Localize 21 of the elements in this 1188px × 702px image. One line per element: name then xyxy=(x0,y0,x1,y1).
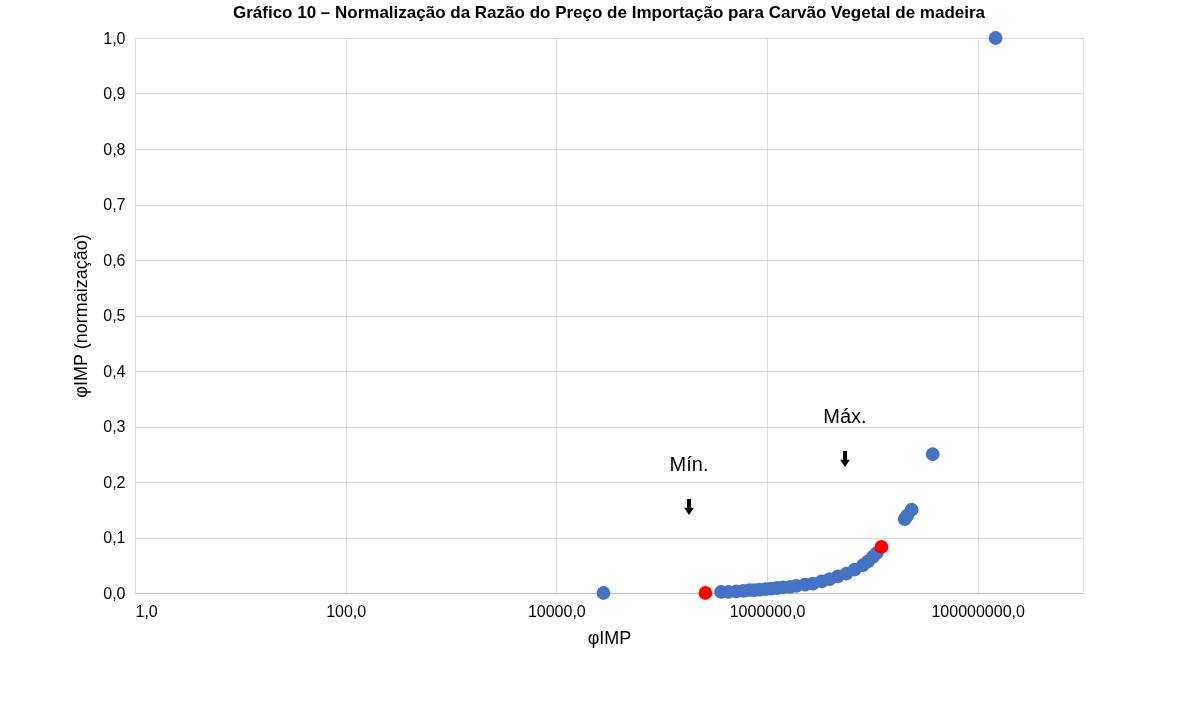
x-tick-label: 1,0 xyxy=(135,602,158,620)
y-tick-label: 0,5 xyxy=(103,307,126,324)
y-tick-label: 0,7 xyxy=(103,196,126,213)
y-tick-label: 0,6 xyxy=(103,251,126,269)
y-axis-title: φIMP (normaização) xyxy=(71,234,92,398)
y-tick-label: 0,2 xyxy=(103,473,126,491)
chart-title: Gráfico 10 – Normalização da Razão do Preço de Importação para Carvão Vegetal de madeira xyxy=(232,3,986,22)
y-tick-label: 0,4 xyxy=(103,362,126,380)
y-tick-label: 0,9 xyxy=(103,85,126,102)
annotation: Mín. xyxy=(669,453,709,475)
y-tick-label: 0,0 xyxy=(103,584,126,602)
x-tick-label: 10000,0 xyxy=(527,602,586,620)
x-tick-label: 100,0 xyxy=(326,602,367,620)
x-axis-title: φIMP xyxy=(587,627,632,648)
y-tick-label: 1,0 xyxy=(103,29,126,47)
x-tick-label: 1000000,0 xyxy=(729,602,806,620)
annotation: Máx. xyxy=(823,405,867,427)
y-tick-label: 0,3 xyxy=(103,418,126,435)
y-tick-label: 0,8 xyxy=(103,140,126,158)
x-tick-label: 100000000,0 xyxy=(931,602,1025,620)
y-tick-label: 0,1 xyxy=(103,529,126,546)
